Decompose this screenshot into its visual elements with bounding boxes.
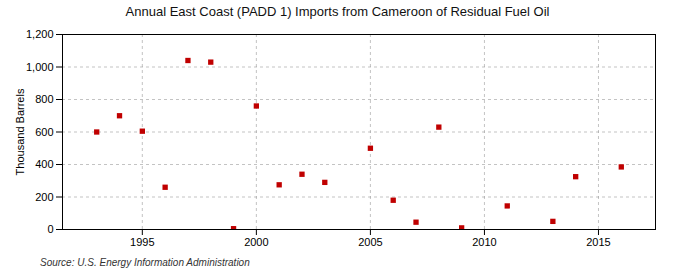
svg-text:2015: 2015 [586,236,610,248]
svg-text:2005: 2005 [358,236,382,248]
html-text:Annual East Coast (PADD 1) Imp: Annual East Coast (PADD 1) Imports from … [125,4,550,19]
svg-text:200: 200 [35,191,53,203]
html-text:Source: U.S. Energy Informatio: Source: U.S. Energy Information Administ… [40,257,250,268]
svg-text:2010: 2010 [472,236,496,248]
svg-text:600: 600 [35,126,53,138]
svg-text:1,200: 1,200 [26,28,54,40]
svg-text:1995: 1995 [130,236,154,248]
svg-text:400: 400 [35,158,53,170]
svg-text:2000: 2000 [244,236,268,248]
svg-text:0: 0 [47,223,53,235]
svg-text:Thousand Barrels: Thousand Barrels [14,88,26,175]
svg-text:1,000: 1,000 [26,61,54,73]
svg-text:800: 800 [35,93,53,105]
